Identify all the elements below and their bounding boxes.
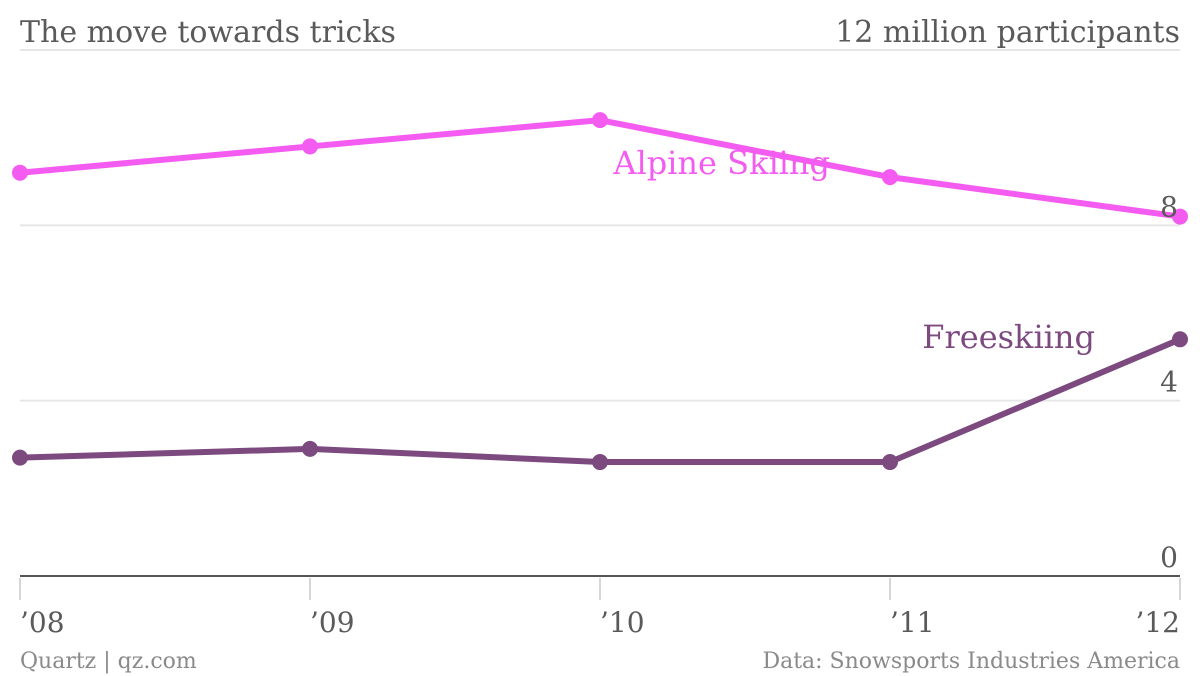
series-label-alpine-skiing: Alpine Skiing bbox=[612, 144, 830, 182]
y-axis-labels: 8 4 0 bbox=[1160, 190, 1178, 574]
data-point-freeskiing bbox=[1172, 331, 1188, 348]
x-tick-label: ’12 bbox=[1135, 606, 1180, 639]
x-tick-label: ’11 bbox=[890, 606, 935, 639]
source-left: Quartz | qz.com bbox=[20, 649, 197, 674]
data-point-alpine-skiing bbox=[882, 169, 898, 186]
data-point-alpine-skiing bbox=[592, 112, 608, 129]
data-point-alpine-skiing bbox=[302, 138, 318, 155]
data-point-freeskiing bbox=[592, 454, 608, 471]
x-axis-ticks: ’08 ’09 ’10 ’11 ’12 bbox=[19, 578, 1181, 639]
data-point-freeskiing bbox=[882, 454, 898, 471]
source-right: Data: Snowsports Industries America bbox=[762, 649, 1180, 674]
data-point-freeskiing bbox=[302, 440, 318, 457]
series-line-alpine-skiing bbox=[17, 117, 1183, 220]
unit-label: 12 million participants bbox=[835, 15, 1180, 50]
y-tick-label-8: 8 bbox=[1160, 190, 1178, 223]
series-label-freeskiing: Freeskiing bbox=[922, 318, 1095, 356]
x-tick-label: ’08 bbox=[20, 606, 65, 639]
y-tick-label-0: 0 bbox=[1160, 541, 1178, 574]
series-layer bbox=[12, 112, 1188, 471]
x-tick-label: ’10 bbox=[600, 606, 645, 639]
data-point-freeskiing bbox=[12, 449, 28, 466]
y-tick-label-4: 4 bbox=[1160, 366, 1178, 399]
data-point-alpine-skiing bbox=[1172, 208, 1188, 225]
data-point-alpine-skiing bbox=[12, 164, 28, 181]
grid-lines bbox=[20, 49, 1180, 402]
chart-title: The move towards tricks bbox=[20, 15, 396, 50]
x-tick-label: ’09 bbox=[310, 606, 355, 639]
